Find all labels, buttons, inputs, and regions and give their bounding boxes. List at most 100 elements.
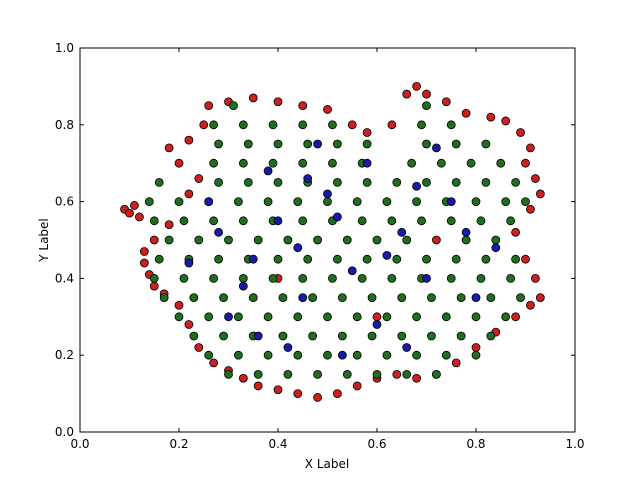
scatter-point [332,389,342,399]
scatter-point [238,158,248,168]
scatter-point [263,350,273,360]
scatter-point [253,369,263,379]
scatter-point [313,369,323,379]
scatter-point [233,350,243,360]
scatter-point [209,358,219,368]
scatter-point [293,350,303,360]
scatter-point [471,350,481,360]
scatter-point [293,197,303,207]
scatter-point [278,293,288,303]
x-tick-label: 0.8 [466,437,485,451]
scatter-point [342,369,352,379]
scatter-point [431,143,441,153]
scatter-point [248,93,258,103]
scatter-point [486,112,496,122]
scatter-point [347,266,357,276]
scatter-point [511,254,520,264]
scatter-point [471,197,481,207]
scatter-point [298,216,308,226]
scatter-point [422,139,431,149]
scatter-point [303,139,313,149]
x-tick-label: 0.6 [367,437,386,451]
scatter-point [219,331,228,341]
scatter-point [233,312,243,322]
scatter-point [382,197,392,207]
scatter-point [402,235,412,245]
scatter-point [412,312,422,322]
scatter-point [535,293,545,303]
scatter-point [154,254,164,264]
scatter-point [362,158,372,168]
scatter-point [214,177,224,187]
scatter-point [164,143,174,153]
scatter-point [427,293,436,303]
scatter-point [422,101,431,110]
scatter-point [298,158,308,168]
scatter-point [328,158,337,168]
scatter-point [412,82,422,91]
scatter-point [422,254,431,264]
scatter-point [417,120,426,130]
scatter-point [298,120,308,130]
scatter-point [451,358,461,368]
x-tick-label: 0.2 [169,437,188,451]
scatter-point [164,220,174,230]
scatter-point [209,216,219,226]
scatter-point [209,273,219,283]
scatter-point [362,254,372,264]
scatter-point [471,343,481,352]
scatter-point [332,177,342,187]
scatter-point [506,273,516,283]
scatter-point [159,293,169,303]
scatter-point [446,273,456,283]
scatter-point [263,312,273,322]
plot-area [120,82,545,402]
scatter-point [273,139,283,149]
scatter-point [323,350,332,360]
scatter-point [521,254,530,264]
scatter-point [427,331,436,341]
scatter-point [194,235,204,245]
scatter-point [352,197,362,207]
scatter-point [298,293,308,303]
scatter-point [347,120,357,130]
scatter-point [194,343,204,352]
scatter-point [303,174,313,183]
scatter-point [204,312,214,322]
scatter-point [204,101,214,110]
y-tick-label: 0.0 [55,425,74,439]
scatter-point [273,216,283,226]
scatter-point [535,189,545,199]
scatter-point [521,197,530,207]
scatter-point [303,254,313,264]
scatter-point [392,177,402,187]
scatter-point [332,212,342,222]
scatter-point [238,273,248,283]
scatter-point [456,331,466,341]
scatter-point [273,385,283,395]
scatter-point [248,254,258,264]
scatter-point [293,312,303,322]
scatter-point [501,197,511,207]
scatter-point [431,369,441,379]
y-axis-label: Y Label [37,218,51,263]
scatter-point [412,197,422,207]
scatter-point [397,331,407,341]
scatter-point [372,369,382,379]
scatter-point [441,350,451,360]
y-tick-label: 0.2 [55,348,74,362]
scatter-point [263,166,273,176]
scatter-point [372,312,382,322]
scatter-point [184,258,194,268]
scatter-point [531,174,540,183]
scatter-point [471,293,481,303]
scatter-point [476,273,486,283]
scatter-point [387,216,397,226]
scatter-point [446,197,456,207]
scatter-point [308,331,318,341]
scatter-point [130,201,139,210]
scatter-point [436,158,446,168]
scatter-point [219,293,228,303]
scatter-point [293,389,303,399]
